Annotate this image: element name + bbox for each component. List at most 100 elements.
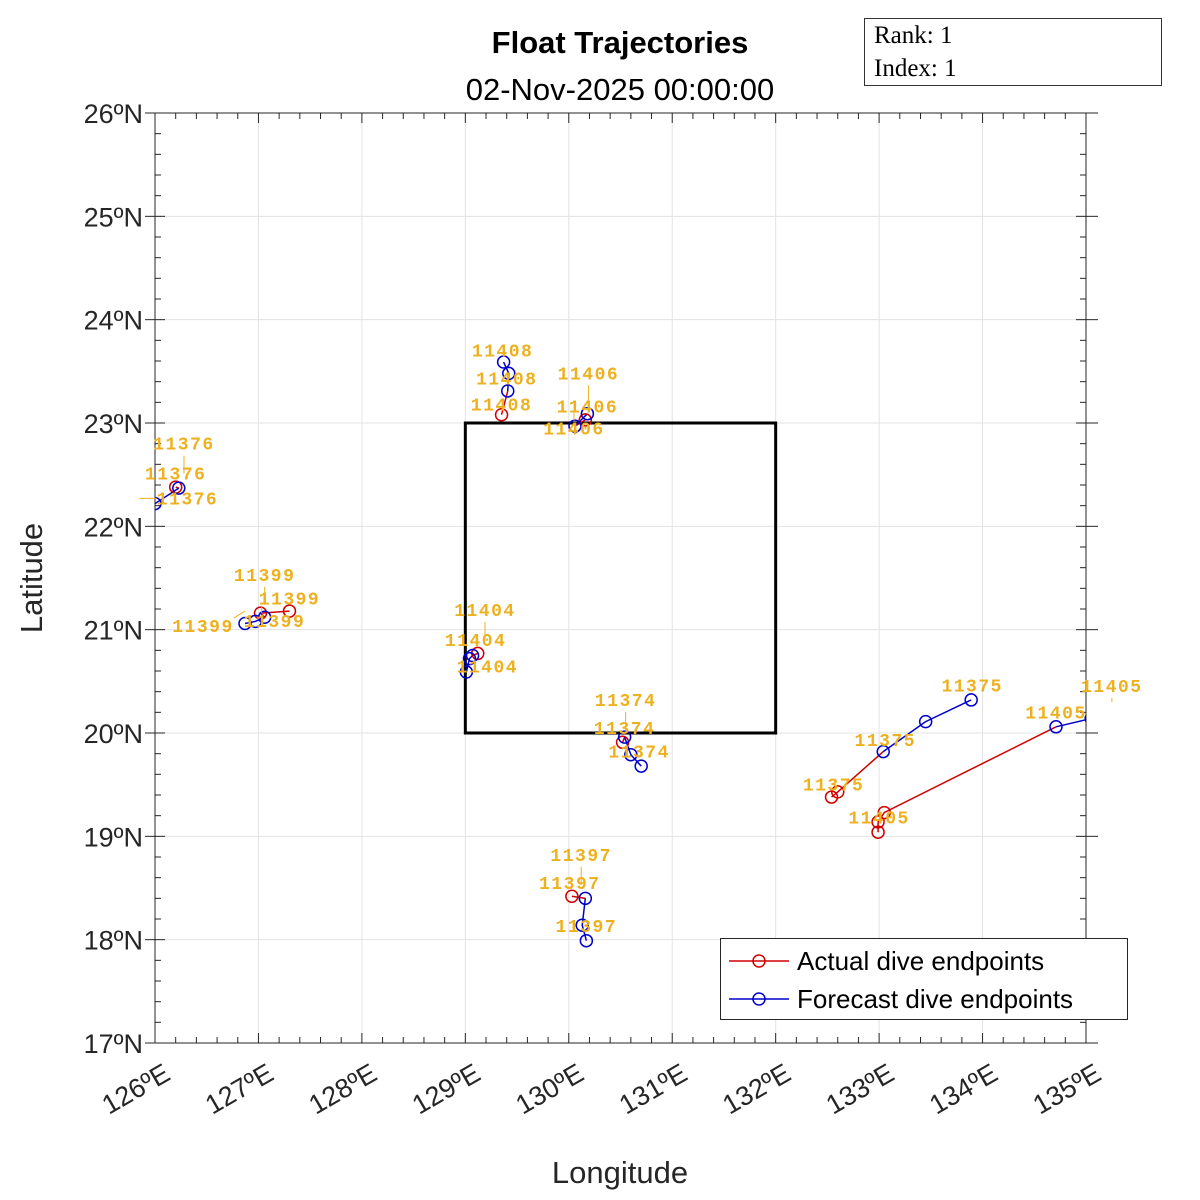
float-11406 [568, 406, 595, 433]
forecast-endpoint-marker [575, 918, 589, 932]
forecast-endpoint-marker [172, 481, 186, 495]
x-tick-label: 130ºE [511, 1058, 589, 1120]
forecast-endpoint-marker [1049, 720, 1063, 734]
forecast-endpoint-marker [617, 730, 632, 744]
chart-subtitle: 02-Nov-2025 00:00:00 [466, 72, 775, 107]
forecast-endpoint-marker [500, 384, 515, 398]
red-line-circle-icon [729, 954, 789, 968]
float-id-label: 11376 [145, 466, 207, 486]
y-tick-label: 19ºN [84, 822, 143, 852]
float-11397 [565, 889, 594, 948]
y-tick-label: 22ºN [84, 512, 143, 542]
x-tick-label: 132ºE [718, 1058, 796, 1120]
actual-track-line [500, 390, 509, 415]
float-id-label: 11404 [454, 602, 516, 622]
float-id-label: 11404 [445, 632, 507, 652]
float-11375 [824, 693, 978, 804]
y-tick-label: 18ºN [84, 926, 143, 956]
forecast-endpoint-marker [462, 651, 477, 666]
actual-endpoint-marker [871, 815, 885, 829]
forecast-endpoint-marker [459, 665, 474, 679]
forecast-endpoint-marker [580, 406, 595, 421]
forecast-endpoint-marker [496, 355, 511, 369]
legend-label-actual: Actual dive endpoints [797, 945, 1045, 976]
float-id-label: 11405 [1081, 678, 1143, 698]
float-id-label: 11406 [558, 365, 620, 385]
float-marks [155, 355, 1086, 948]
x-tick-label: 129ºE [407, 1058, 485, 1120]
float-id-label: 11374 [608, 744, 670, 764]
legend: Actual dive endpoints Forecast dive endp… [720, 938, 1128, 1020]
x-tick-label: 131ºE [614, 1058, 692, 1120]
forecast-endpoint-marker [876, 744, 890, 759]
actual-endpoint-marker [871, 825, 885, 839]
legend-label-forecast: Forecast dive endpoints [797, 983, 1074, 1014]
float-id-label: 11408 [476, 371, 538, 391]
float-11376 [155, 480, 186, 511]
float-id-label: 11374 [595, 692, 657, 712]
float-id-label: 11405 [848, 810, 910, 830]
label-leader-line [233, 610, 246, 619]
forecast-endpoint-marker [248, 614, 263, 629]
float-id-label: 11397 [539, 875, 601, 895]
forecast-endpoint-marker [568, 419, 582, 433]
float-id-label: 11408 [472, 343, 534, 363]
float-id-label: 11404 [457, 659, 519, 679]
forecast-endpoint-marker [964, 693, 978, 707]
float-id-label: 11399 [172, 618, 234, 638]
float-11399 [238, 604, 297, 631]
y-tick-label: 20ºN [84, 719, 143, 749]
forecast-track-line [155, 487, 180, 505]
y-tick-label: 24ºN [84, 306, 143, 336]
x-tick-label: 135ºE [1028, 1058, 1106, 1120]
x-tick-label: 133ºE [821, 1058, 899, 1120]
float-id-label: 11405 [1025, 704, 1087, 724]
region-box [463, 421, 778, 735]
index-text: Index: 1 [874, 55, 957, 82]
x-tick-label: 134ºE [924, 1058, 1002, 1120]
y-tick-label: 25ºN [84, 202, 143, 232]
rank-text: Rank: 1 [874, 22, 953, 49]
float-11408 [494, 355, 516, 422]
float-id-label: 11406 [557, 398, 619, 418]
y-tick-label: 17ºN [84, 1029, 143, 1059]
blue-line-circle-icon [729, 992, 789, 1006]
x-tick-label: 128ºE [304, 1058, 382, 1120]
float-id-label: 11374 [594, 720, 656, 740]
float-id-label: 11399 [244, 613, 306, 633]
float-id-label: 11406 [543, 421, 605, 441]
actual-endpoint-marker [830, 785, 845, 799]
chart-title: Float Trajectories [492, 25, 749, 60]
info-box: Rank: 1 Index: 1 [864, 18, 1162, 86]
float-id-label: 11397 [550, 847, 612, 867]
forecast-endpoint-marker [238, 616, 252, 631]
float-id-label: 11375 [803, 777, 865, 797]
actual-endpoint-marker [565, 889, 579, 904]
float-id-label: 11376 [157, 490, 219, 510]
float-11405 [871, 714, 1086, 839]
y-axis-label: Latitude [14, 523, 49, 633]
axes-frame [154, 112, 1087, 1044]
y-tick-label: 26ºN [84, 99, 143, 129]
actual-track-line [571, 895, 586, 900]
actual-endpoint-marker [578, 413, 593, 427]
float-11404 [459, 646, 485, 679]
x-tick-label: 127ºE [200, 1058, 278, 1120]
forecast-endpoint-marker [1084, 714, 1086, 723]
legend-item-actual: Actual dive endpoints [727, 943, 1044, 979]
forecast-endpoint-marker [579, 933, 594, 948]
forecast-endpoint-marker [624, 747, 638, 762]
float-id-label: 11397 [556, 918, 618, 938]
actual-endpoint-marker [877, 805, 892, 820]
float-id-label: 11375 [855, 732, 917, 752]
label-leader-lines [139, 385, 1113, 885]
y-tick-label: 21ºN [84, 616, 143, 646]
float-id-label: 11399 [259, 591, 321, 611]
forecast-endpoint-marker [155, 496, 162, 511]
x-tick-label: 126ºE [97, 1058, 175, 1120]
float-11374 [615, 730, 648, 773]
float-id-label: 11399 [234, 567, 296, 587]
actual-endpoint-marker [282, 604, 297, 618]
forecast-endpoint-marker [634, 759, 648, 773]
